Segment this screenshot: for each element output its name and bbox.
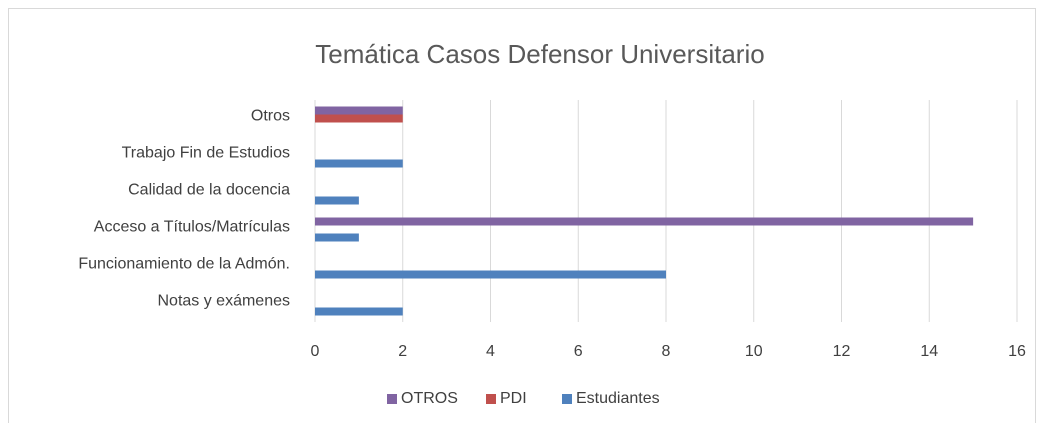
x-tick-label: 14 <box>920 343 938 360</box>
x-tick-label: 0 <box>311 343 320 360</box>
x-tick-label: 6 <box>574 343 583 360</box>
legend-swatch <box>486 394 496 404</box>
bar <box>315 307 403 316</box>
legend-label: Estudiantes <box>576 390 660 407</box>
x-tick-label: 4 <box>486 343 495 360</box>
y-tick-label: Acceso a Títulos/Matrículas <box>94 219 290 236</box>
legend-swatch <box>387 394 397 404</box>
bar <box>315 196 359 205</box>
bar <box>315 233 359 242</box>
x-tick-label: 10 <box>745 343 763 360</box>
chart-frame <box>8 8 1036 423</box>
legend-label: OTROS <box>401 390 458 407</box>
bar <box>315 159 403 168</box>
y-tick-label: Calidad de la docencia <box>128 182 290 199</box>
x-tick-label: 16 <box>1008 343 1026 360</box>
bar <box>315 270 666 279</box>
y-tick-label: Trabajo Fin de Estudios <box>122 145 290 162</box>
bar <box>315 106 403 115</box>
legend-label: PDI <box>500 390 527 407</box>
y-tick-label: Notas y exámenes <box>157 293 290 310</box>
x-tick-label: 12 <box>833 343 851 360</box>
x-tick-label: 8 <box>662 343 671 360</box>
y-tick-label: Funcionamiento de la Admón. <box>78 256 290 273</box>
bar <box>315 217 974 226</box>
chart-title: Temática Casos Defensor Universitario <box>315 39 764 69</box>
bar <box>315 114 403 123</box>
x-tick-label: 2 <box>398 343 407 360</box>
legend-swatch <box>562 394 572 404</box>
y-tick-label: Otros <box>251 108 290 125</box>
